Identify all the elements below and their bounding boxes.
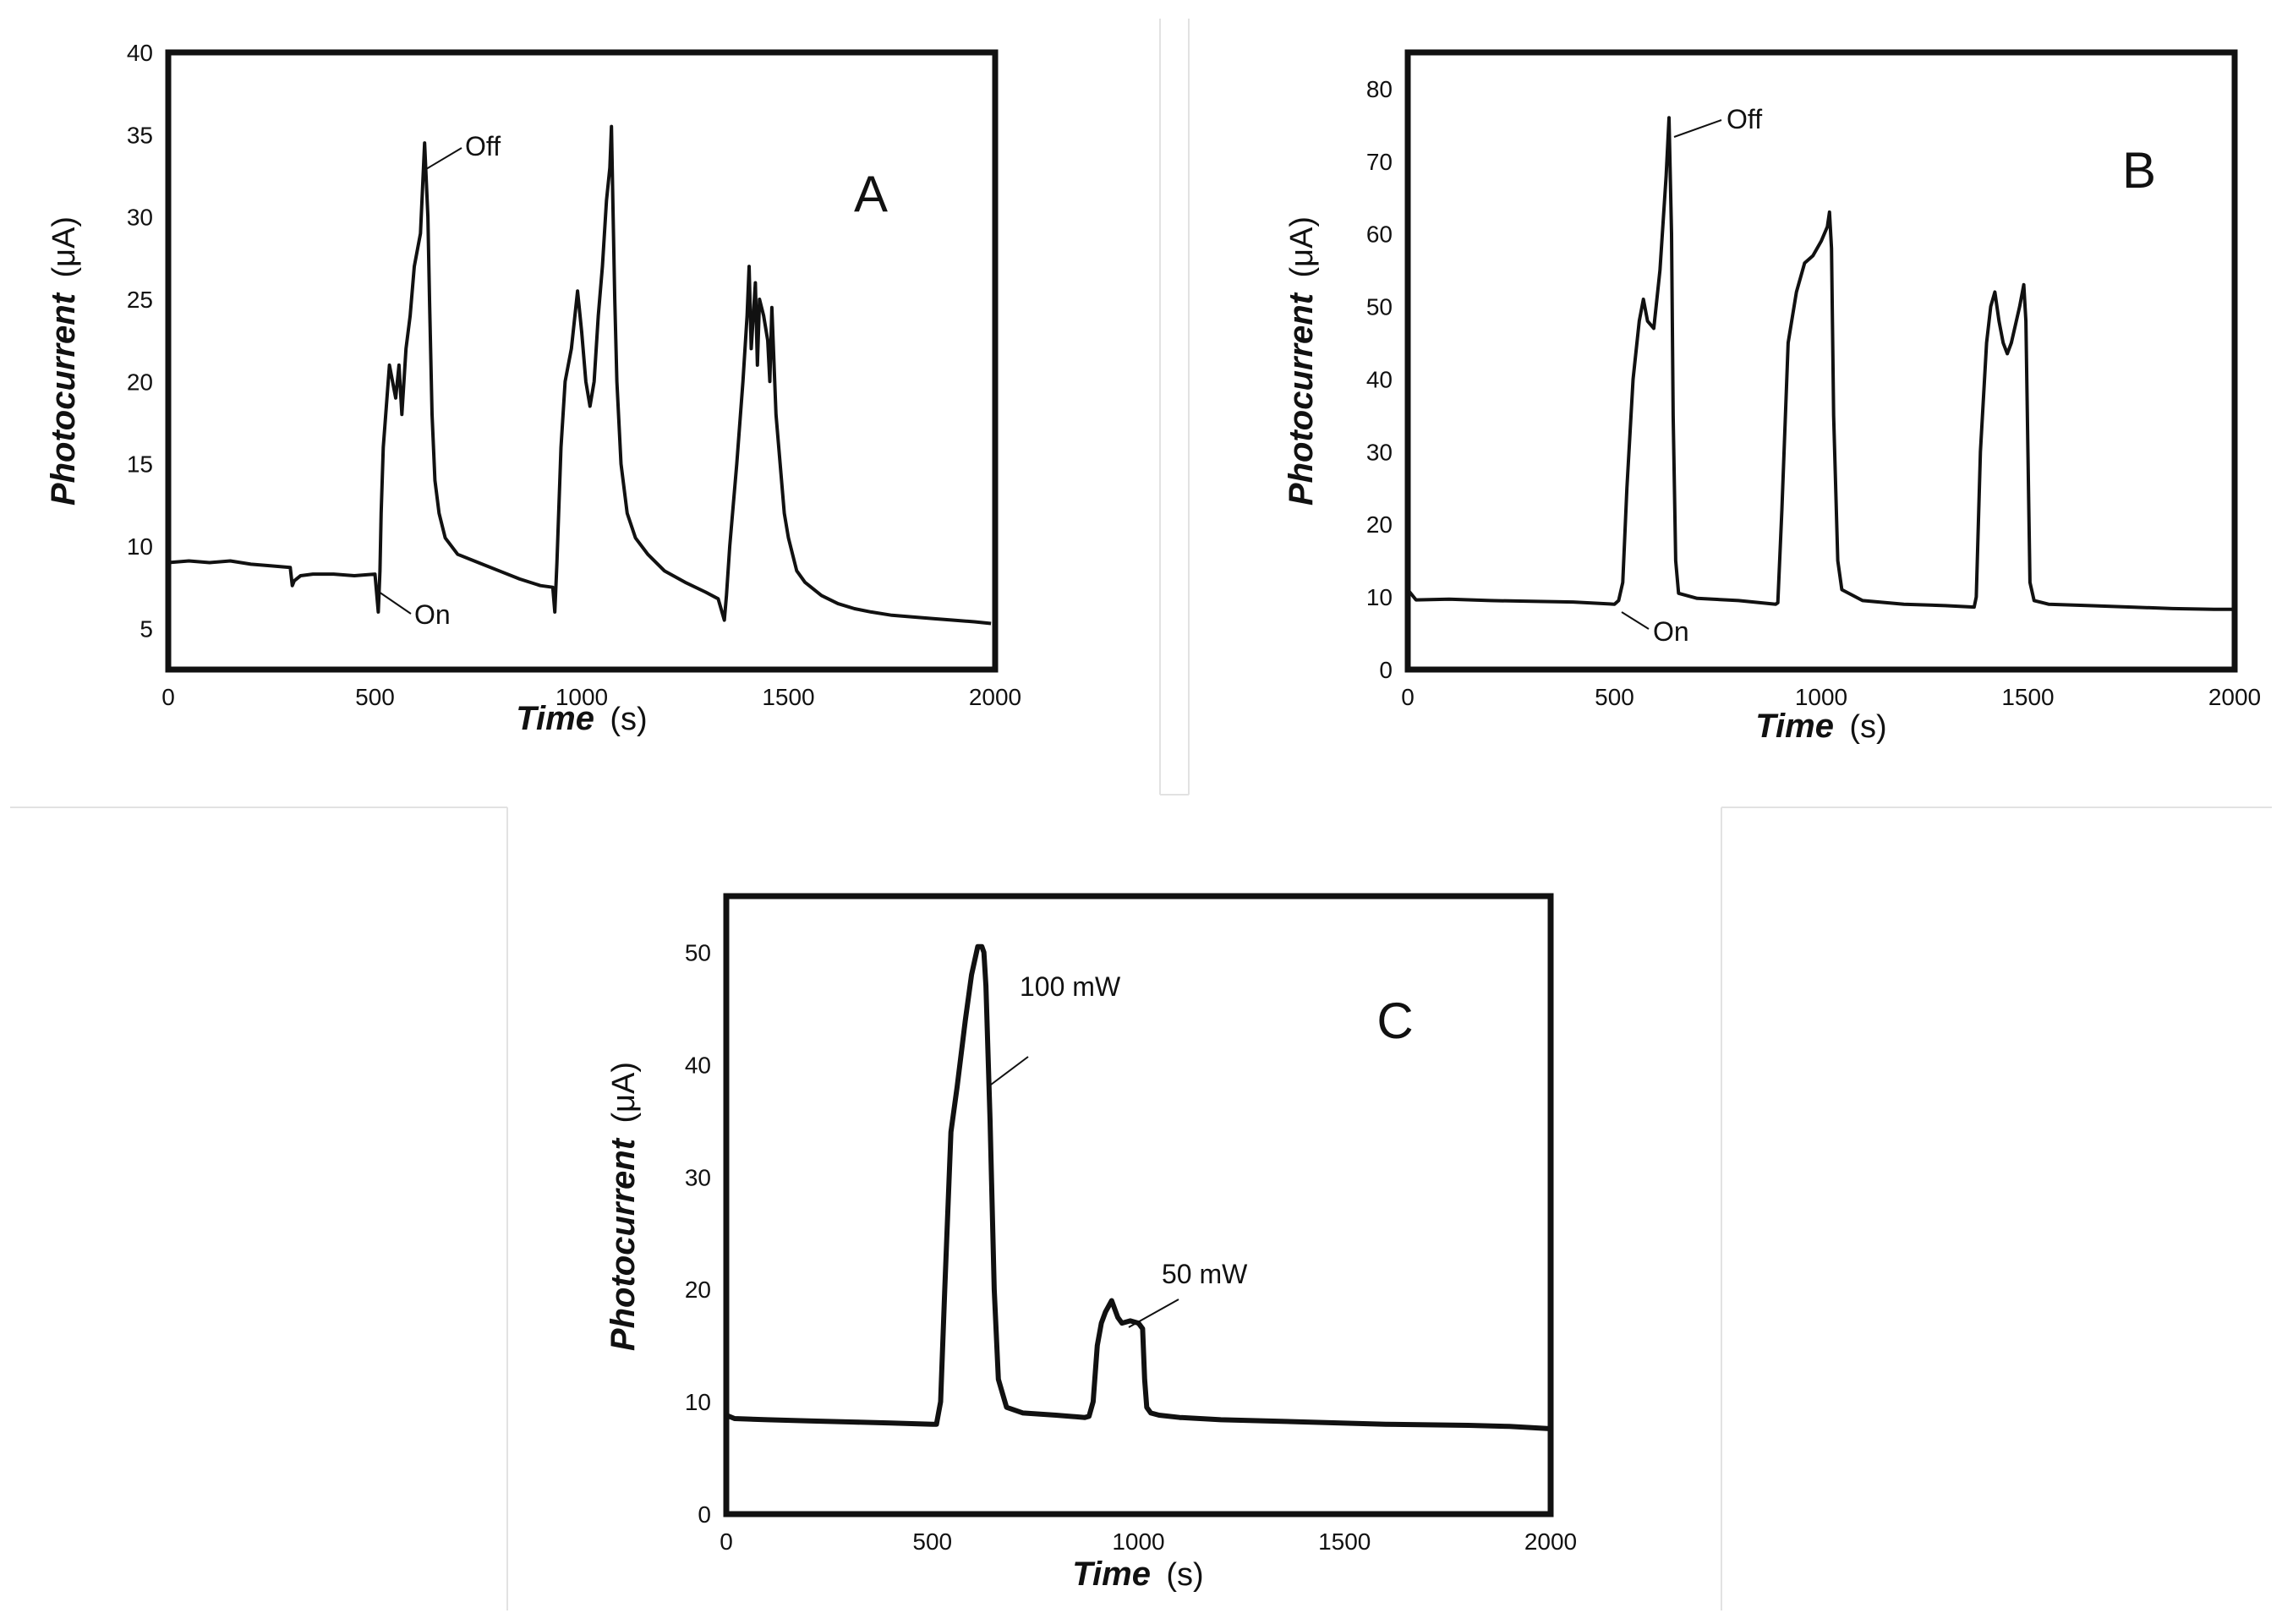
y-tick-label: 15 bbox=[127, 451, 153, 478]
annotation-off: Off bbox=[465, 131, 501, 161]
annotation-100mw-arrow bbox=[990, 1056, 1029, 1085]
x-tick-label: 500 bbox=[1595, 684, 1634, 710]
y-tick-label: 30 bbox=[127, 205, 153, 231]
annotation-50mw: 50 mW bbox=[1162, 1259, 1248, 1289]
annotation-50mw-arrow bbox=[1128, 1299, 1179, 1328]
x-tick-label: 1000 bbox=[555, 684, 608, 710]
y-axis-title-text: Photocurrent bbox=[605, 1137, 642, 1351]
y-ticks: 0 10 20 30 40 50 bbox=[685, 939, 711, 1528]
y-tick-label: 20 bbox=[685, 1277, 711, 1303]
y-tick-label: 20 bbox=[1366, 511, 1393, 538]
x-axis-title-text: Time bbox=[1755, 708, 1834, 745]
x-tick-label: 500 bbox=[355, 684, 395, 710]
annotation-on-arrow bbox=[1621, 611, 1650, 630]
x-tick-label: 1500 bbox=[762, 684, 814, 710]
x-axis-title: Time (s) bbox=[1072, 1556, 1203, 1593]
y-tick-label: 30 bbox=[685, 1164, 711, 1190]
y-tick-label: 5 bbox=[140, 615, 153, 642]
y-tick-label: 30 bbox=[1366, 439, 1393, 465]
y-tick-label: 10 bbox=[685, 1389, 711, 1415]
x-axis-title-unit: (s) bbox=[610, 702, 647, 737]
annotation-off-arrow bbox=[1673, 119, 1722, 138]
y-tick-label: 0 bbox=[1379, 657, 1393, 683]
y-axis-title-text: Photocurrent bbox=[45, 292, 82, 506]
annotation-on-arrow bbox=[378, 591, 412, 615]
y-axis-title: Photocurrent (μA) bbox=[605, 1062, 642, 1351]
panel-letter: B bbox=[2122, 142, 2156, 199]
y-tick-label: 10 bbox=[127, 533, 153, 560]
annotation-on: On bbox=[414, 599, 451, 630]
y-tick-label: 20 bbox=[127, 369, 153, 395]
annotation-100mw: 100 mW bbox=[1020, 971, 1121, 1002]
y-axis-title-unit: (μA) bbox=[606, 1062, 642, 1124]
y-axis-title-text: Photocurrent bbox=[1283, 292, 1320, 506]
series-line bbox=[1406, 116, 2233, 611]
x-tick-label: 2000 bbox=[1524, 1528, 1577, 1555]
x-tick-label: 2000 bbox=[2208, 684, 2261, 710]
x-ticks: 0 500 1000 1500 2000 bbox=[161, 684, 1021, 710]
x-axis-title-text: Time bbox=[516, 700, 594, 737]
x-tick-label: 0 bbox=[720, 1528, 733, 1555]
y-tick-label: 40 bbox=[1366, 366, 1393, 392]
x-tick-label: 0 bbox=[161, 684, 175, 710]
panel-letter: A bbox=[854, 166, 888, 222]
y-tick-label: 40 bbox=[127, 40, 153, 66]
annotation-off-arrow bbox=[425, 147, 462, 170]
y-axis-title: Photocurrent (μA) bbox=[45, 216, 82, 506]
y-ticks: 0 10 20 30 40 50 60 70 80 bbox=[1366, 76, 1393, 683]
y-ticks: 5 10 15 20 25 30 35 40 bbox=[127, 40, 153, 642]
y-tick-label: 0 bbox=[698, 1501, 711, 1528]
y-axis-title: Photocurrent (μA) bbox=[1283, 216, 1320, 506]
series-line bbox=[167, 124, 992, 626]
panel-a: 5 10 15 20 25 30 35 40 0 500 1000 1500 2000 A Off O… bbox=[45, 40, 1021, 737]
x-tick-label: 500 bbox=[912, 1528, 952, 1555]
panel-separators bbox=[10, 19, 2272, 1610]
y-tick-label: 60 bbox=[1366, 221, 1393, 248]
y-tick-label: 80 bbox=[1366, 76, 1393, 102]
y-axis-title-unit: (μA) bbox=[1284, 216, 1320, 278]
y-tick-label: 50 bbox=[685, 939, 711, 965]
x-axis-title: Time (s) bbox=[516, 700, 647, 737]
y-tick-label: 10 bbox=[1366, 584, 1393, 610]
x-tick-label: 1000 bbox=[1112, 1528, 1164, 1555]
series-line bbox=[725, 943, 1551, 1431]
y-axis-title-unit: (μA) bbox=[47, 216, 82, 278]
y-tick-label: 40 bbox=[685, 1052, 711, 1078]
annotation-on: On bbox=[1653, 616, 1689, 647]
x-tick-label: 2000 bbox=[969, 684, 1021, 710]
y-tick-label: 50 bbox=[1366, 294, 1393, 320]
y-tick-label: 70 bbox=[1366, 149, 1393, 175]
x-axis-title-unit: (s) bbox=[1166, 1557, 1203, 1593]
x-tick-label: 0 bbox=[1401, 684, 1415, 710]
plot-frame bbox=[723, 893, 1554, 1517]
plot-frame bbox=[1404, 49, 2238, 673]
x-axis-title: Time (s) bbox=[1755, 708, 1886, 745]
panel-letter: C bbox=[1376, 992, 1413, 1049]
y-tick-label: 25 bbox=[127, 287, 153, 313]
x-tick-label: 1500 bbox=[2001, 684, 2054, 710]
plot-frame bbox=[165, 49, 999, 673]
x-ticks: 0 500 1000 1500 2000 bbox=[720, 1528, 1577, 1555]
x-axis-title-unit: (s) bbox=[1849, 709, 1886, 745]
annotation-off: Off bbox=[1727, 104, 1762, 134]
x-tick-label: 1500 bbox=[1318, 1528, 1371, 1555]
panel-c: 0 10 20 30 40 50 0 500 1000 1500 2000 C 100 mW 50… bbox=[605, 893, 1577, 1593]
x-ticks: 0 500 1000 1500 2000 bbox=[1401, 684, 2261, 710]
x-axis-title-text: Time bbox=[1072, 1556, 1151, 1593]
panel-b: 0 10 20 30 40 50 60 70 80 0 500 1000 1500 2000 B Off… bbox=[1283, 49, 2261, 745]
y-tick-label: 35 bbox=[127, 122, 153, 148]
x-tick-label: 1000 bbox=[1795, 684, 1847, 710]
